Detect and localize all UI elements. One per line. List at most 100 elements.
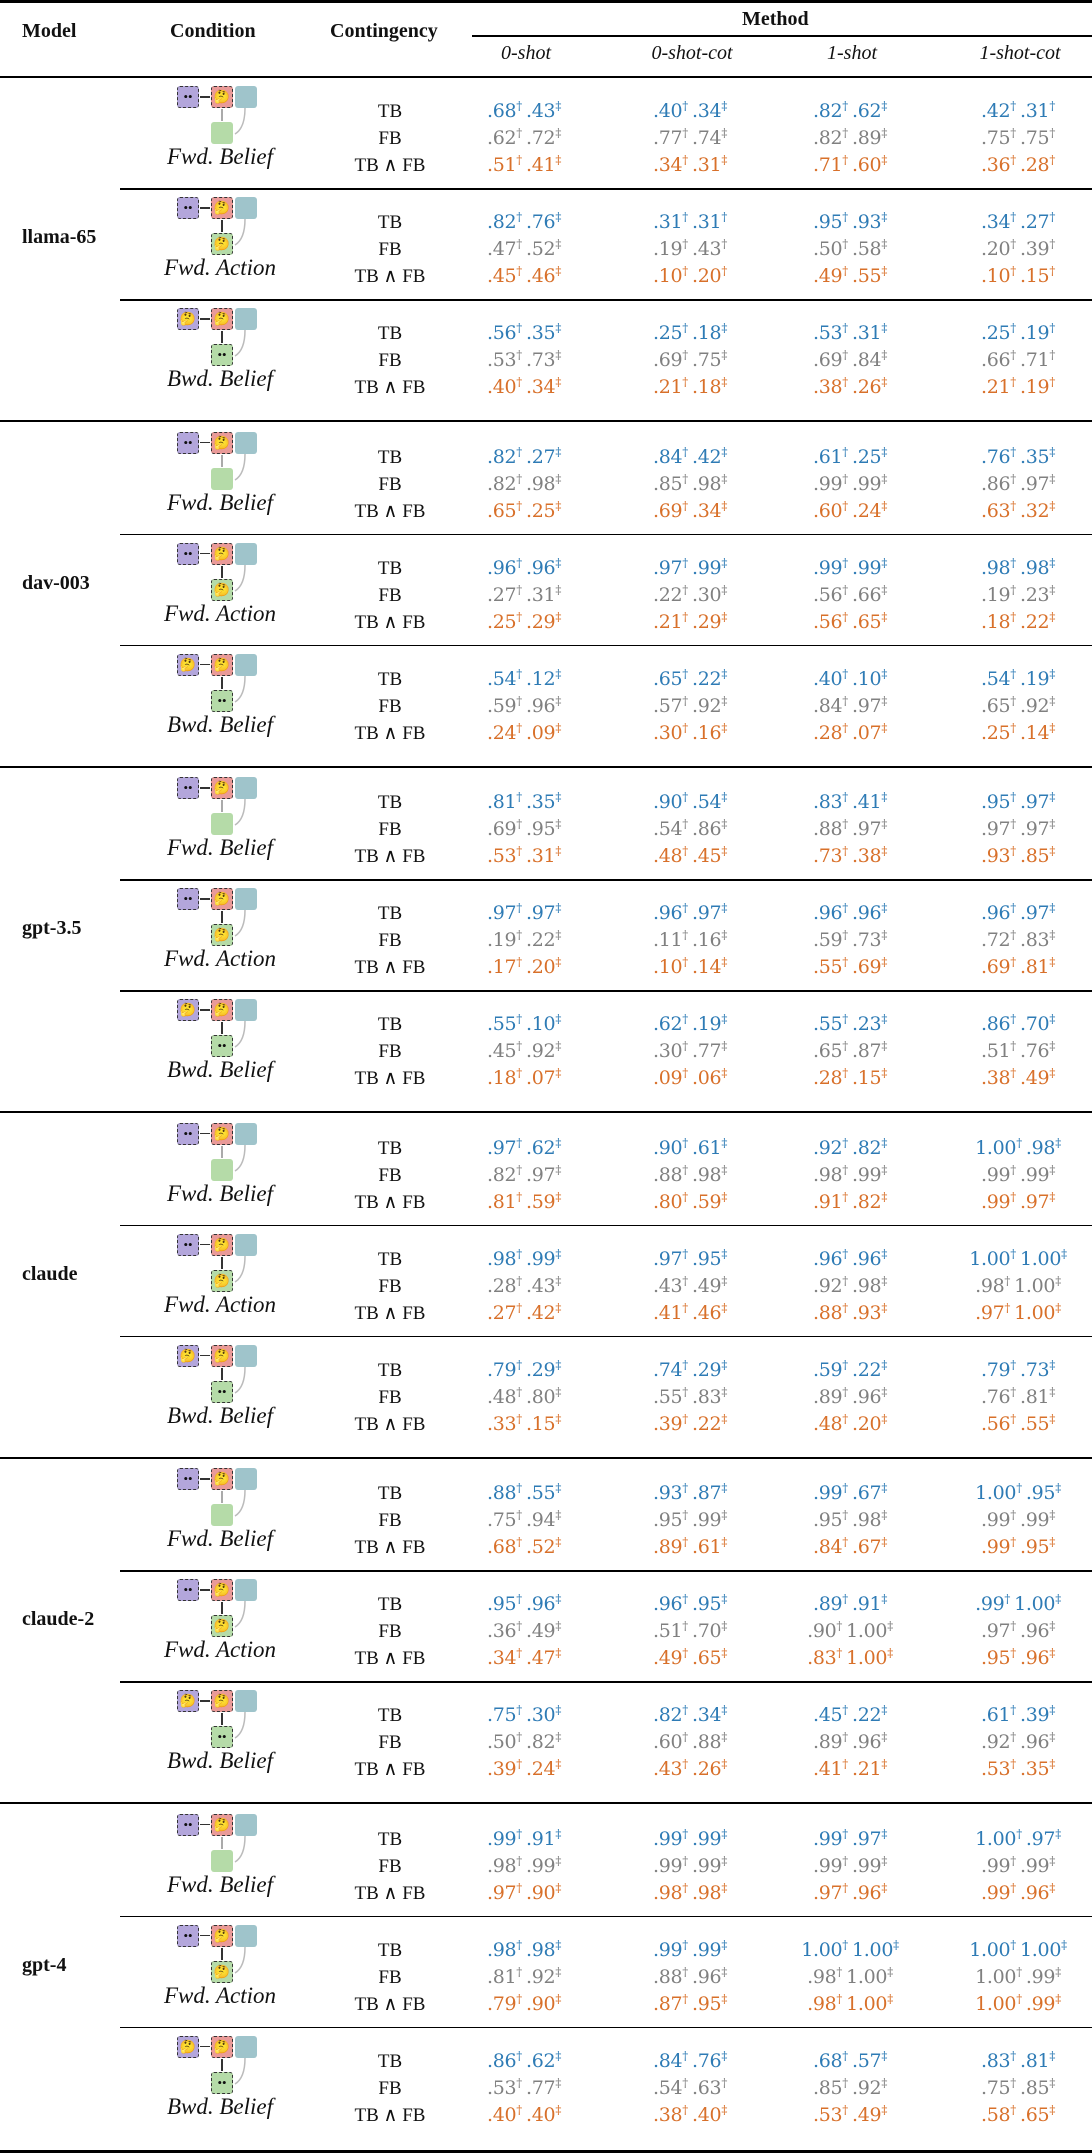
arrow-down-icon [221, 109, 223, 121]
dagger-mark: † [1010, 582, 1016, 597]
double-dagger-mark: ‡ [721, 955, 728, 969]
contingency-labels: TB FB TB ∧ FB [320, 1011, 460, 1092]
double-dagger-mark: ‡ [881, 901, 888, 915]
arrow-right-icon [200, 1132, 210, 1134]
score-row-tb: .95† .93‡ [752, 209, 952, 236]
score-value: .48† [486, 1384, 522, 1408]
purple-node: 🤔 [177, 1344, 199, 1367]
double-dagger-mark: ‡ [881, 1853, 888, 1868]
contingency-tb-and-fb: TB ∧ FB [354, 1648, 426, 1669]
score-value: .62‡ [526, 2048, 562, 2072]
contingency-labels: TB FB TB ∧ FB [320, 900, 460, 981]
score-value: .87‡ [692, 1481, 728, 1504]
score-value: .96‡ [1020, 1730, 1056, 1753]
score-row-both: .39† .22‡ [592, 1411, 792, 1438]
score-value: .41† [812, 1757, 848, 1780]
dagger-mark: † [516, 1730, 522, 1744]
score-row-tb: .96† .95‡ [592, 1591, 792, 1618]
score-value: .27† [1020, 210, 1056, 233]
double-dagger-mark: ‡ [721, 444, 728, 459]
score-row-fb: .57† .92‡ [592, 693, 792, 720]
eyes-icon: •• [183, 200, 193, 215]
dagger-mark: † [842, 237, 848, 251]
dagger-mark: † [1016, 1135, 1022, 1150]
score-row-fb: .85† .92‡ [752, 2075, 952, 2102]
contingency-tb: TB [377, 212, 403, 233]
arrow-down-icon [221, 1256, 223, 1269]
score-value: .93† [980, 844, 1016, 867]
red-node: 🤔 [211, 1813, 233, 1836]
score-row-fb: .90† 1.00‡ [752, 1618, 952, 1645]
score-value: .53† [486, 844, 522, 867]
thinking-face-icon: 🤔 [213, 1272, 231, 1288]
double-dagger-mark: ‡ [721, 1273, 728, 1288]
method-cell: .54† .19‡ .65† .92‡ .25† .14‡ [920, 666, 1092, 747]
score-value: .28† [1020, 153, 1056, 176]
score-value: .61† [980, 1703, 1016, 1726]
green-node [211, 1504, 233, 1526]
score-value: .46‡ [526, 264, 562, 287]
score-value: .98† [807, 1991, 843, 2015]
contingency-tb: TB [377, 2050, 403, 2072]
score-value: .89† [652, 1535, 688, 1558]
dagger-mark: † [682, 375, 688, 389]
dagger-mark: † [842, 555, 848, 570]
model-group: dav-003 •• 🤔 Fwd. Belief TB FB TB ∧ FB .… [0, 424, 1092, 770]
dagger-mark: † [516, 582, 522, 597]
score-row-both: .10† .14‡ [592, 954, 792, 981]
eyes-icon: •• [183, 891, 193, 906]
dagger-mark: † [842, 1246, 848, 1261]
dagger-mark: † [516, 2102, 522, 2117]
double-dagger-mark: ‡ [1049, 471, 1056, 486]
double-dagger-mark: ‡ [881, 444, 888, 459]
score-value: .56† [812, 582, 848, 606]
dagger-mark: † [682, 1703, 688, 1717]
score-value: .15‡ [526, 1411, 562, 1435]
arrow-down-icon [221, 800, 223, 812]
score-value: .80‡ [526, 1384, 562, 1408]
curved-arrow-icon [234, 675, 246, 703]
dagger-mark: † [516, 1189, 522, 1204]
score-value: .86† [486, 2048, 522, 2072]
score-row-both: .28† .07‡ [752, 720, 952, 747]
dagger-mark: † [1010, 210, 1016, 224]
score-value: .31† [1020, 99, 1056, 122]
score-row-fb: .75† .85‡ [920, 2075, 1092, 2102]
double-dagger-mark: ‡ [881, 348, 888, 362]
dagger-mark: † [516, 1481, 522, 1495]
score-row-both: .39† .24‡ [426, 1756, 626, 1783]
dagger-mark: † [842, 2102, 848, 2117]
score-value: .54† [980, 666, 1016, 690]
score-value: .26‡ [692, 1757, 728, 1780]
eyes-icon: •• [217, 2074, 227, 2090]
contingency-fb: FB [378, 1855, 402, 1877]
score-value: .99† [652, 1853, 688, 1877]
thinking-face-icon: 🤔 [179, 1002, 197, 1017]
score-value: .97† [486, 901, 522, 924]
score-row-tb: .40† .10‡ [752, 666, 952, 693]
condition-block: •• 🤔 🤔 Fwd. Action TB FB TB ∧ FB .96† .96‡… [0, 535, 1092, 646]
contingency-tb: TB [377, 1594, 403, 1615]
score-value: .99† [980, 1189, 1016, 1213]
method-cell: .56† .35‡ .53† .73‡ .40† .34‡ [426, 320, 626, 401]
score-value: .60† [652, 1730, 688, 1753]
double-dagger-mark: ‡ [721, 1066, 728, 1080]
score-value: .85† [812, 2075, 848, 2099]
double-dagger-mark: ‡ [887, 1991, 893, 2006]
purple-node: •• [177, 1233, 199, 1256]
dagger-mark: † [836, 1991, 843, 2006]
double-dagger-mark: ‡ [555, 1162, 562, 1177]
method-cell: .92† .82‡ .98† .99‡ .91† .82‡ [752, 1135, 952, 1216]
contingency-fb: FB [378, 695, 402, 717]
score-value: .85† [652, 471, 688, 495]
dagger-mark: † [682, 237, 688, 251]
score-row-tb: .96† .96‡ [426, 555, 626, 582]
dagger-mark: † [682, 720, 688, 735]
double-dagger-mark: ‡ [721, 844, 728, 858]
score-value: .18† [980, 609, 1016, 633]
method-cell: 1.00† 1.00‡ 1.00† .99‡ 1.00† .99‡ [920, 1937, 1092, 2018]
score-row-both: .55† .69‡ [752, 954, 952, 981]
score-value: .16‡ [692, 720, 728, 744]
dagger-mark: † [682, 1592, 688, 1606]
block-separator [120, 188, 1092, 190]
